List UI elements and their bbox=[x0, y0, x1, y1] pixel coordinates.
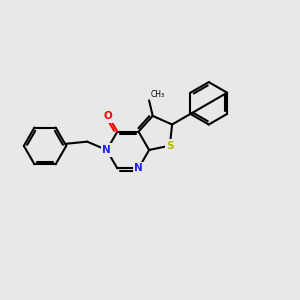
Text: N: N bbox=[134, 164, 143, 173]
Text: O: O bbox=[104, 111, 113, 121]
Text: N: N bbox=[102, 145, 111, 155]
Text: S: S bbox=[166, 141, 174, 151]
Text: CH₃: CH₃ bbox=[151, 90, 165, 99]
